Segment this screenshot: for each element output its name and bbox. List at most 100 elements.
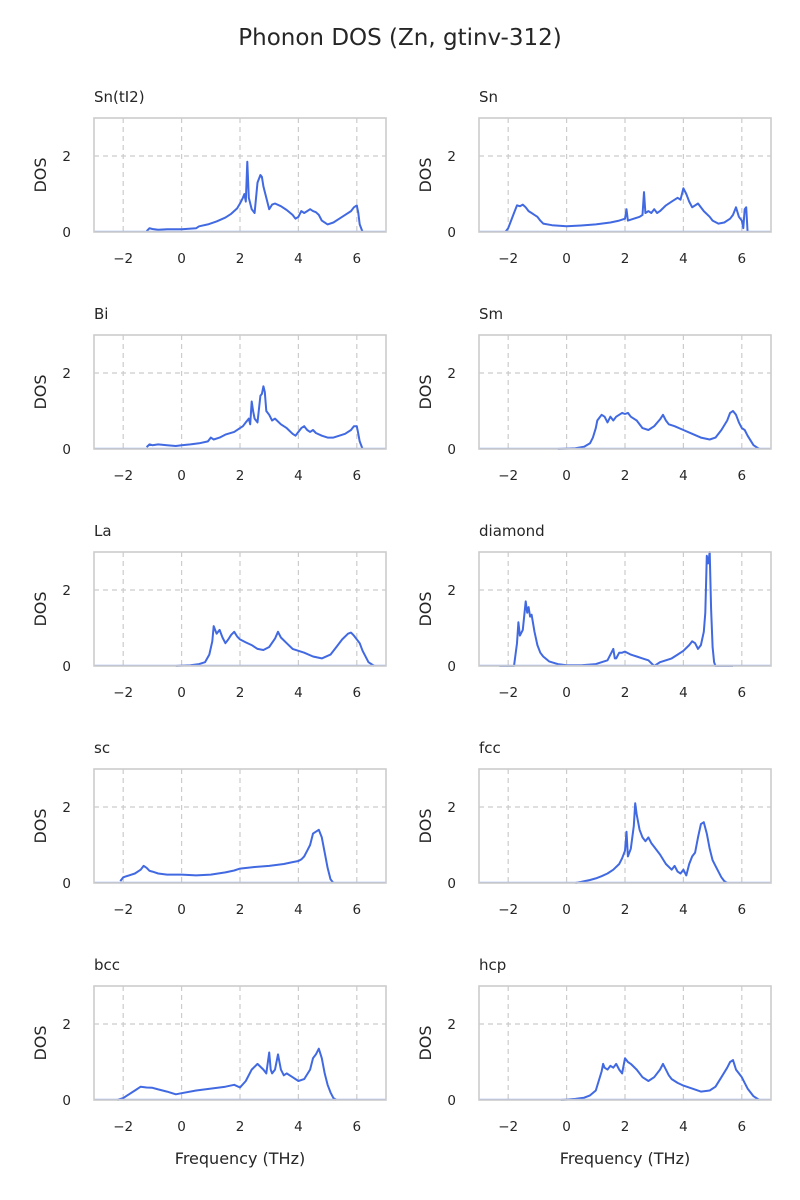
x-tick-label: 2 bbox=[621, 902, 630, 918]
y-tick-label: 2 bbox=[447, 800, 456, 816]
x-tick-label: 2 bbox=[621, 1119, 630, 1135]
dos-line bbox=[560, 1057, 760, 1101]
x-tick-label: 6 bbox=[353, 468, 362, 484]
x-tick-label: −2 bbox=[113, 902, 133, 918]
subplot-title: Sn bbox=[479, 88, 498, 106]
dos-line bbox=[145, 385, 364, 450]
x-tick-label: 2 bbox=[236, 685, 245, 701]
x-tick-label: −2 bbox=[498, 685, 518, 701]
y-tick-label: 2 bbox=[447, 366, 456, 382]
y-axis-label: DOS bbox=[416, 591, 435, 626]
subplot-diamond: diamond −2 0 2 4 6 0 2 DOS bbox=[416, 522, 772, 701]
dos-line bbox=[499, 551, 733, 667]
x-tick-label: 2 bbox=[621, 251, 630, 267]
x-tick-label: 0 bbox=[562, 468, 571, 484]
y-tick-label: 0 bbox=[62, 876, 71, 892]
subplot-title: Sn(tI2) bbox=[94, 88, 145, 106]
x-tick-label: 6 bbox=[738, 251, 747, 267]
y-tick-label: 2 bbox=[447, 1017, 456, 1033]
dos-line bbox=[117, 1047, 337, 1101]
subplot-title: La bbox=[94, 522, 112, 540]
x-tick-label: 6 bbox=[738, 468, 747, 484]
subplot-bcc: bcc −2 0 2 4 6 0 2 DOS Frequency (THz) bbox=[31, 956, 387, 1168]
x-tick-label: 6 bbox=[738, 902, 747, 918]
y-tick-label: 2 bbox=[62, 366, 71, 382]
subplot-title: Bi bbox=[94, 305, 108, 323]
x-tick-label: 0 bbox=[177, 685, 186, 701]
subplot-bi: Bi −2 0 2 4 6 0 2 DOS bbox=[31, 305, 387, 484]
subplot-title: Sm bbox=[479, 305, 503, 323]
subplot-title: hcp bbox=[479, 956, 506, 974]
x-tick-label: −2 bbox=[498, 902, 518, 918]
x-tick-label: 0 bbox=[562, 251, 571, 267]
subplot-title: sc bbox=[94, 739, 110, 757]
x-tick-label: 0 bbox=[562, 1119, 571, 1135]
x-tick-label: 2 bbox=[236, 1119, 245, 1135]
x-tick-label: 4 bbox=[294, 251, 303, 267]
x-axis-label: Frequency (THz) bbox=[560, 1149, 690, 1168]
y-tick-label: 0 bbox=[447, 225, 456, 241]
x-tick-label: −2 bbox=[498, 1119, 518, 1135]
figure-title: Phonon DOS (Zn, gtinv-312) bbox=[238, 25, 561, 51]
x-tick-label: −2 bbox=[113, 468, 133, 484]
x-tick-label: 4 bbox=[294, 685, 303, 701]
x-tick-label: 6 bbox=[353, 902, 362, 918]
axes-frame bbox=[478, 117, 772, 233]
x-tick-label: −2 bbox=[498, 468, 518, 484]
x-tick-label: 4 bbox=[679, 685, 688, 701]
axes-frame bbox=[478, 551, 772, 667]
dos-line bbox=[145, 160, 364, 233]
y-tick-label: 0 bbox=[447, 876, 456, 892]
x-tick-label: 6 bbox=[738, 685, 747, 701]
y-tick-label: 0 bbox=[447, 1093, 456, 1109]
dos-line bbox=[575, 802, 728, 884]
y-tick-label: 0 bbox=[62, 659, 71, 675]
y-tick-label: 2 bbox=[62, 583, 71, 599]
subplot-hcp: hcp −2 0 2 4 6 0 2 DOS Frequency (THz) bbox=[416, 956, 772, 1168]
y-tick-label: 0 bbox=[447, 442, 456, 458]
y-tick-label: 0 bbox=[62, 442, 71, 458]
subplot-sm: Sm −2 0 2 4 6 0 2 DOS bbox=[416, 305, 772, 484]
x-tick-label: 4 bbox=[679, 468, 688, 484]
axes-frame bbox=[478, 334, 772, 450]
axes-frame bbox=[93, 985, 387, 1101]
x-tick-label: 4 bbox=[679, 251, 688, 267]
y-axis-label: DOS bbox=[416, 808, 435, 843]
x-tick-label: 6 bbox=[353, 251, 362, 267]
subplot-title: diamond bbox=[479, 522, 545, 540]
x-tick-label: 0 bbox=[562, 902, 571, 918]
y-tick-label: 2 bbox=[62, 1017, 71, 1033]
axes-frame bbox=[93, 551, 387, 667]
x-tick-label: 4 bbox=[679, 902, 688, 918]
y-axis-label: DOS bbox=[31, 591, 50, 626]
y-axis-label: DOS bbox=[416, 157, 435, 192]
subplot-sn-ti2: Sn(tI2) −2 0 2 4 6 0 2 DOS bbox=[31, 88, 387, 267]
y-axis-label: DOS bbox=[416, 374, 435, 409]
x-tick-label: 4 bbox=[679, 1119, 688, 1135]
axes-frame bbox=[478, 985, 772, 1101]
axes-frame bbox=[93, 768, 387, 884]
axes-frame bbox=[93, 117, 387, 233]
y-tick-label: 0 bbox=[62, 1093, 71, 1109]
y-axis-label: DOS bbox=[31, 1025, 50, 1060]
axes-frame bbox=[93, 334, 387, 450]
dos-line bbox=[175, 625, 375, 667]
y-tick-label: 2 bbox=[447, 149, 456, 165]
x-tick-label: 2 bbox=[236, 902, 245, 918]
x-tick-label: 2 bbox=[236, 251, 245, 267]
axes-frame bbox=[478, 768, 772, 884]
x-tick-label: 4 bbox=[294, 902, 303, 918]
subplot-grid: Sn(tI2) −2 0 2 4 6 0 2 DOS Sn −2 0 2 4 6 0 2 DOS Bi −2 0 2 4 6 0… bbox=[31, 88, 772, 1168]
y-axis-label: DOS bbox=[31, 374, 50, 409]
x-tick-label: 6 bbox=[353, 685, 362, 701]
x-tick-label: 6 bbox=[738, 1119, 747, 1135]
x-tick-label: 4 bbox=[294, 1119, 303, 1135]
subplot-title: fcc bbox=[479, 739, 501, 757]
y-tick-label: 2 bbox=[447, 583, 456, 599]
y-axis-label: DOS bbox=[31, 157, 50, 192]
y-tick-label: 2 bbox=[62, 800, 71, 816]
x-tick-label: 2 bbox=[236, 468, 245, 484]
dos-line bbox=[504, 187, 749, 233]
x-tick-label: −2 bbox=[113, 1119, 133, 1135]
